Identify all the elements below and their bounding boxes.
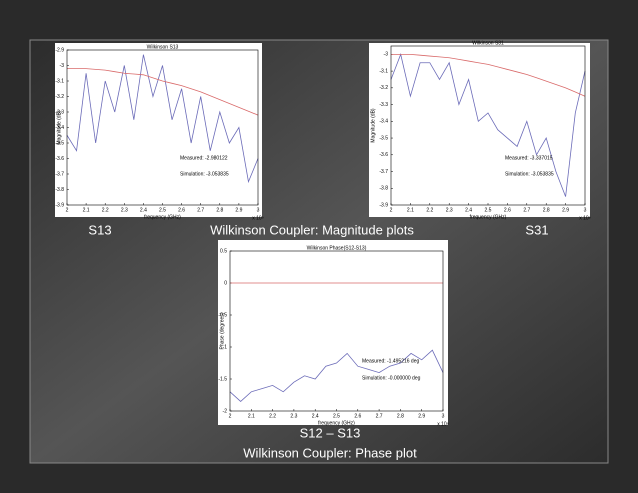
y-tick-label: -3.5: [379, 135, 388, 141]
y-tick-label: -1.5: [218, 376, 227, 382]
x-axis-label: frequency (GHz): [470, 214, 507, 220]
y-tick-label: -3.4: [55, 125, 64, 131]
x-tick-label: 2.1: [407, 207, 414, 213]
x-tick-label: 2.4: [140, 207, 147, 213]
y-tick-label: -3.7: [55, 171, 64, 177]
caption: Wilkinson Coupler: Magnitude plots: [210, 222, 414, 237]
y-tick-label: -2.9: [55, 47, 64, 53]
x-tick-label: 2.4: [465, 207, 472, 213]
x-tick-label: 2.8: [216, 207, 223, 213]
x-tick-label: 2.9: [562, 207, 569, 213]
x-tick-label: 2: [66, 207, 69, 213]
x-tick-label: 2.6: [178, 207, 185, 213]
y-tick-label: 0.5: [220, 248, 227, 254]
annotation: Simulation: -3.053835: [180, 171, 229, 177]
y-tick-label: -3.9: [55, 202, 64, 208]
x-tick-label: 2.9: [235, 207, 242, 213]
y-tick-label: -3: [384, 52, 389, 58]
chart-title: Wilkinson S13: [147, 44, 179, 50]
x-tick-label: 2.5: [159, 207, 166, 213]
x-tick-label: 2.8: [397, 413, 404, 419]
x-tick-label: 2.4: [312, 413, 319, 419]
x-multiplier: x 10⁹: [252, 215, 264, 221]
x-tick-label: 2.9: [418, 413, 425, 419]
y-tick-label: -0.5: [218, 312, 227, 318]
x-tick-label: 2.6: [354, 413, 361, 419]
data-line: [390, 53, 586, 197]
x-tick-label: 2.1: [83, 207, 90, 213]
x-tick-label: 3: [442, 413, 445, 419]
x-tick-label: 2.3: [290, 413, 297, 419]
y-tick-label: -3.1: [55, 78, 64, 84]
caption: Wilkinson Coupler: Phase plot: [243, 445, 417, 460]
y-tick-label: -3.6: [379, 152, 388, 158]
chart-panel: [55, 43, 262, 217]
x-multiplier: x 10⁹: [579, 215, 591, 221]
y-tick-label: -1: [223, 344, 228, 350]
x-tick-label: 3: [257, 207, 260, 213]
plot-frame: [229, 250, 444, 412]
chart-title: Wilkinson S31: [472, 40, 504, 46]
y-tick-label: -3.3: [55, 109, 64, 115]
x-tick-label: 3: [584, 207, 587, 213]
x-tick-label: 2.7: [197, 207, 204, 213]
x-tick-label: 2: [390, 207, 393, 213]
y-tick-label: -3.9: [379, 202, 388, 208]
y-axis-label: Phase (degrees): [219, 312, 225, 349]
y-axis-label: Magnitude (dB): [56, 110, 62, 145]
y-tick-label: -3.8: [55, 187, 64, 193]
x-tick-label: 2.2: [269, 413, 276, 419]
x-tick-label: 2.3: [446, 207, 453, 213]
x-tick-label: 2.7: [523, 207, 530, 213]
y-tick-label: -3.1: [379, 68, 388, 74]
data-line: [66, 54, 259, 184]
annotation: Measured: -2.980122: [180, 155, 228, 161]
x-tick-label: 2.1: [248, 413, 255, 419]
y-tick-label: -3.7: [379, 169, 388, 175]
x-tick-label: 2.6: [504, 207, 511, 213]
x-tick-label: 2.5: [333, 413, 340, 419]
y-tick-label: 0: [224, 280, 227, 286]
y-tick-label: -3.2: [379, 85, 388, 91]
x-tick-label: 2.3: [121, 207, 128, 213]
y-tick-label: -3.6: [55, 156, 64, 162]
x-multiplier: x 10⁹: [437, 421, 449, 427]
data-line: [391, 53, 586, 97]
plot-frame: [66, 49, 259, 206]
y-tick-label: -2: [223, 408, 228, 414]
y-tick-label: -3: [60, 63, 65, 69]
x-tick-label: 2: [229, 413, 232, 419]
y-axis-label: Magnitude (dB): [370, 108, 376, 143]
y-tick-label: -3.3: [379, 102, 388, 108]
y-tick-label: -3.2: [55, 94, 64, 100]
caption: S13: [88, 222, 111, 237]
annotation: Measured: -3.337015: [505, 155, 553, 161]
annotation: Measured: -1.495216 deg: [362, 358, 419, 364]
caption: S12 – S13: [300, 425, 361, 440]
data-line: [67, 68, 259, 116]
data-line: [229, 349, 444, 402]
chart-panel: [218, 240, 448, 425]
annotation: Simulation: -0.000000 deg: [362, 375, 421, 381]
x-tick-label: 2.2: [426, 207, 433, 213]
x-axis-label: frequency (GHz): [318, 420, 355, 426]
chart-title: Wilkinson Phase(S12-S13): [307, 245, 367, 251]
annotation: Simulation: -3.053835: [505, 171, 554, 177]
x-axis-label: frequency (GHz): [144, 214, 181, 220]
plot-frame: [390, 45, 586, 206]
y-tick-label: -3.4: [379, 119, 388, 125]
chart-panel: [369, 43, 590, 217]
x-tick-label: 2.2: [102, 207, 109, 213]
x-tick-label: 2.8: [543, 207, 550, 213]
x-tick-label: 2.5: [485, 207, 492, 213]
y-tick-label: -3.8: [379, 186, 388, 192]
y-tick-label: -3.5: [55, 140, 64, 146]
caption: S31: [525, 222, 548, 237]
x-tick-label: 2.7: [376, 413, 383, 419]
